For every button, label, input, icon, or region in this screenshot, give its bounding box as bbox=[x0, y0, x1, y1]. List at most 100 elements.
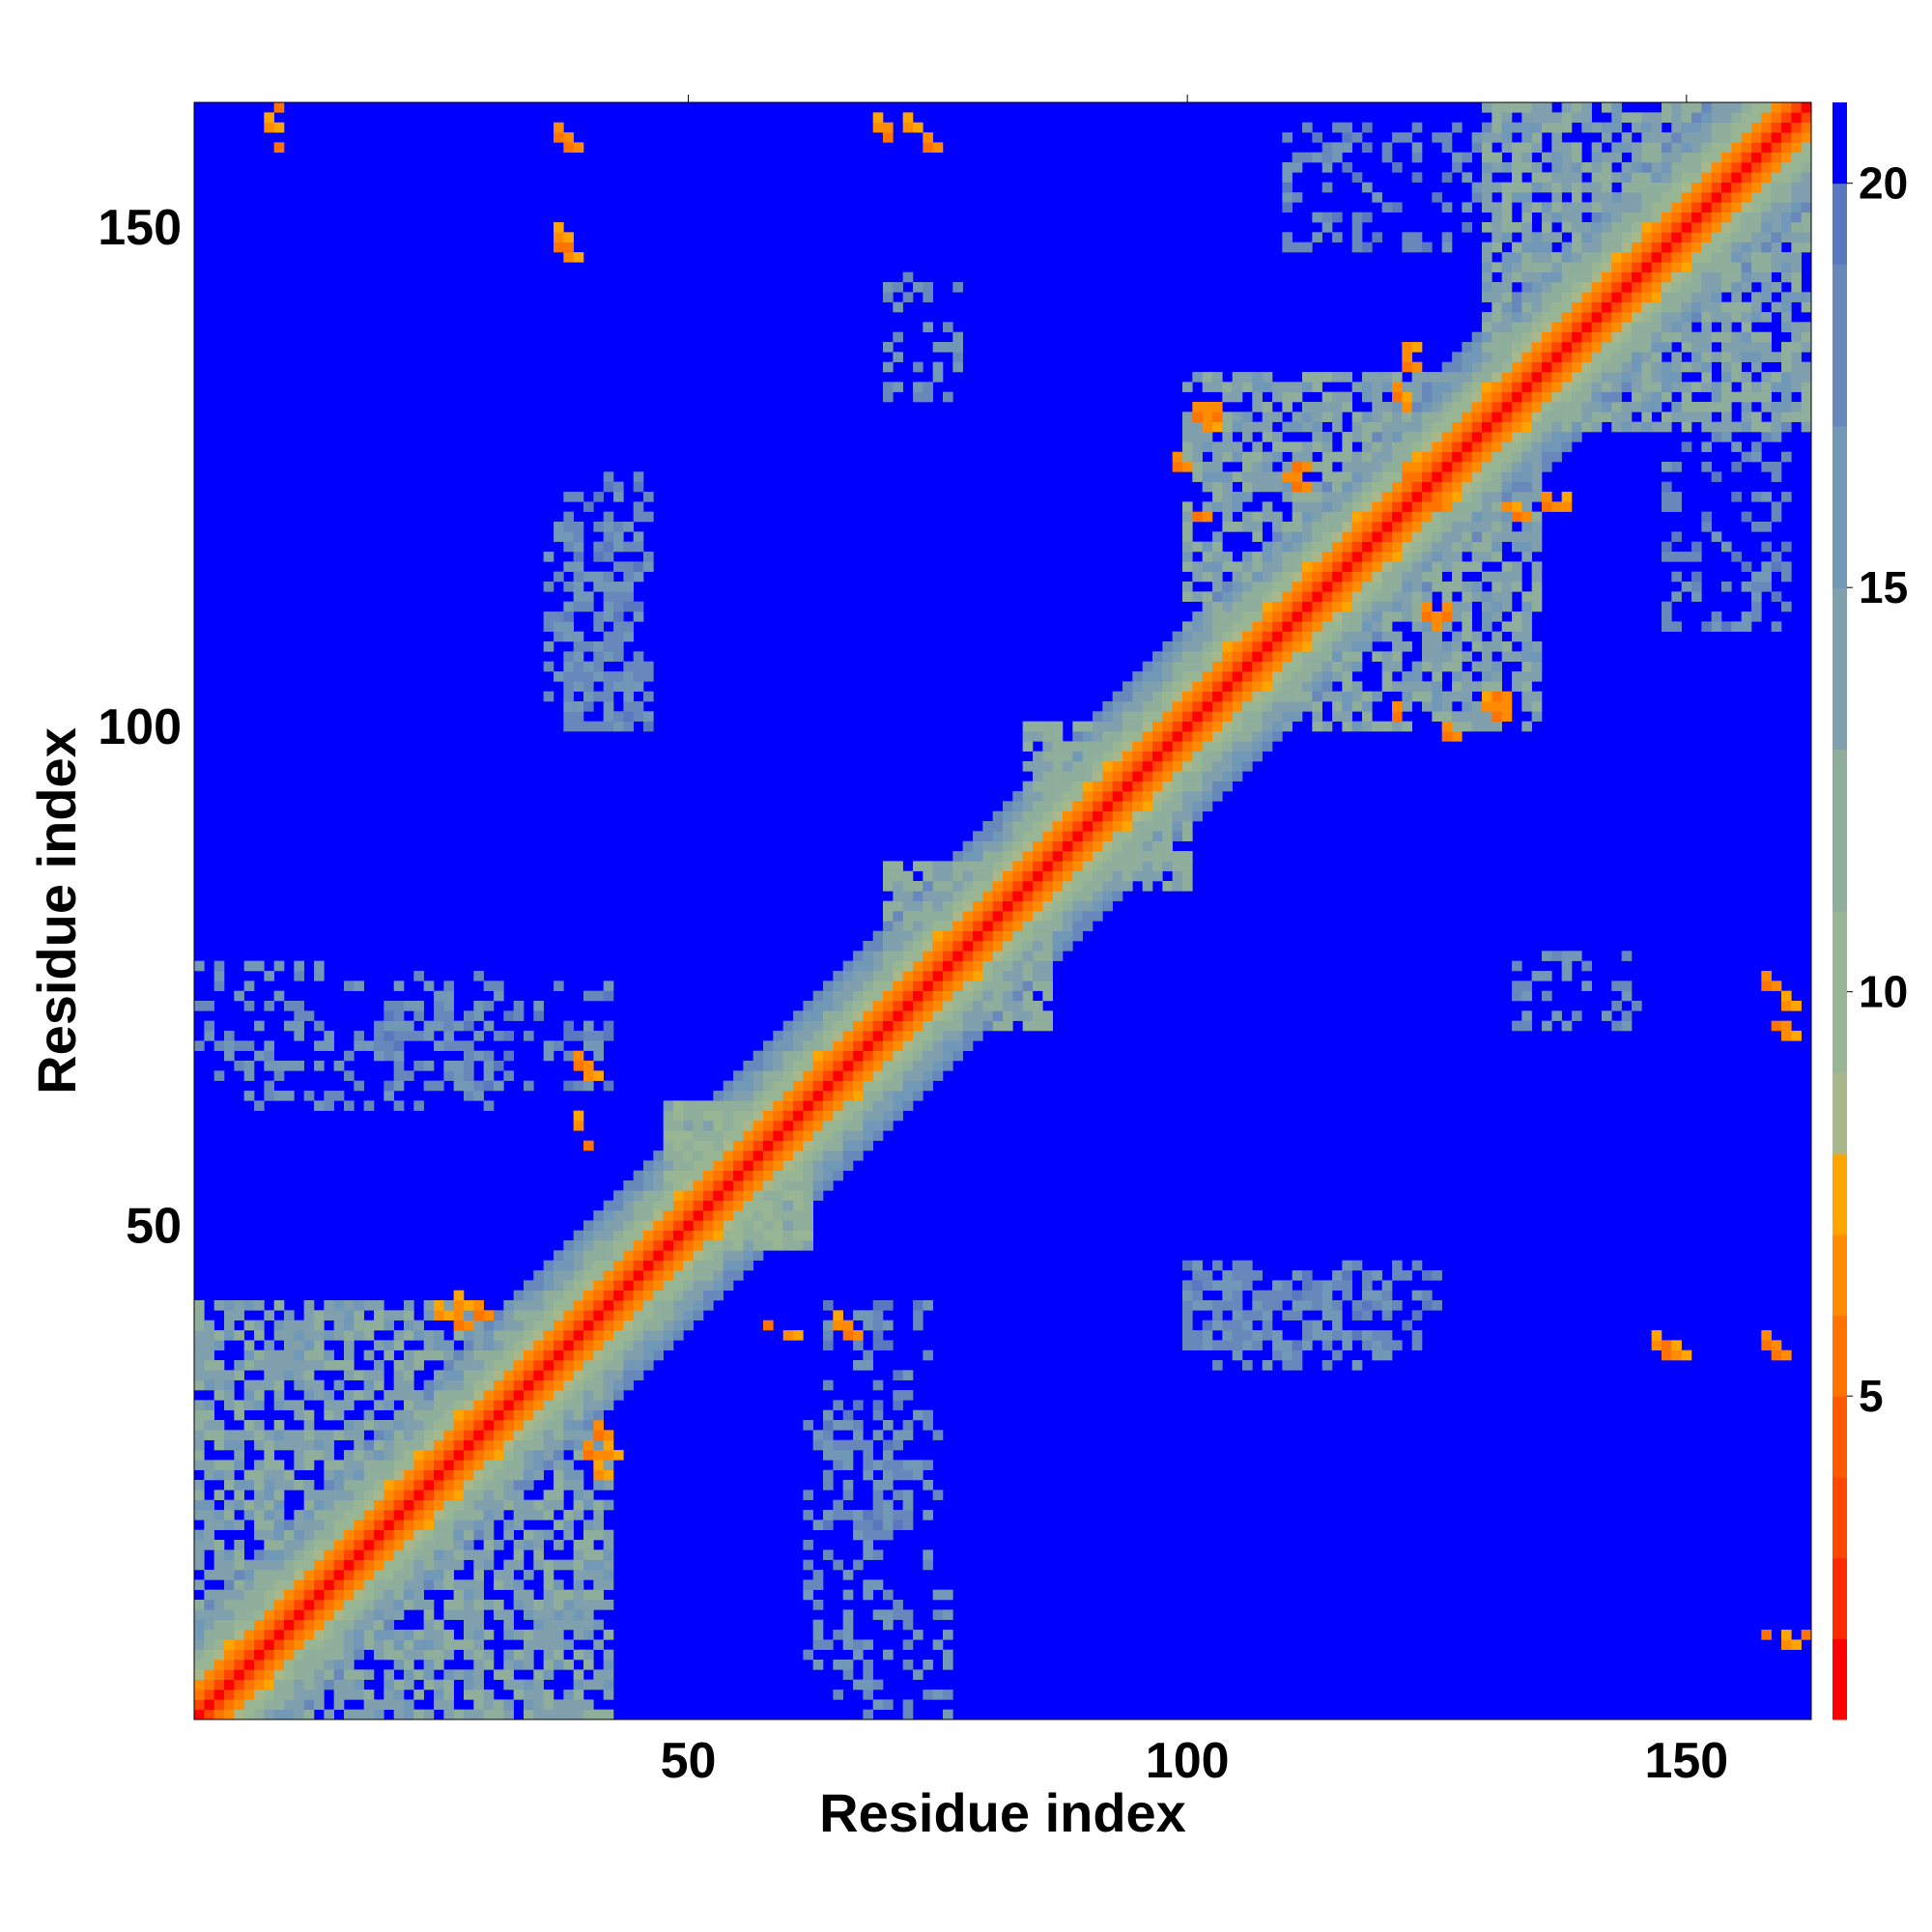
heatmap-cell bbox=[932, 861, 944, 871]
heatmap-cell bbox=[743, 1220, 753, 1231]
heatmap-cell bbox=[434, 1080, 444, 1092]
heatmap-cell bbox=[1182, 681, 1193, 692]
heatmap-cell bbox=[284, 1709, 295, 1720]
heatmap-cell bbox=[333, 1400, 345, 1410]
heatmap-cell bbox=[932, 990, 944, 1002]
heatmap-cell bbox=[1042, 971, 1053, 981]
heatmap-cell bbox=[303, 1609, 315, 1620]
heatmap-cell bbox=[1351, 611, 1363, 622]
heatmap-cell bbox=[1482, 292, 1492, 302]
heatmap-cell bbox=[883, 1040, 894, 1051]
heatmap-cell bbox=[872, 960, 884, 972]
heatmap-cell bbox=[503, 1499, 514, 1511]
heatmap-cell bbox=[264, 1540, 274, 1550]
heatmap-cell bbox=[513, 1579, 525, 1590]
heatmap-cell bbox=[613, 631, 624, 642]
heatmap-cell bbox=[363, 1540, 375, 1550]
heatmap-cell bbox=[513, 1649, 525, 1661]
heatmap-cell bbox=[1262, 671, 1273, 682]
heatmap-cell bbox=[992, 1010, 1004, 1021]
heatmap-cell bbox=[853, 1439, 864, 1451]
heatmap-cell bbox=[284, 1540, 295, 1550]
heatmap-cell bbox=[204, 1420, 214, 1431]
heatmap-cell bbox=[344, 1709, 355, 1720]
heatmap-cell bbox=[264, 1549, 274, 1560]
heatmap-cell bbox=[1482, 282, 1492, 293]
heatmap-cell bbox=[623, 1300, 634, 1311]
heatmap-cell bbox=[563, 691, 574, 702]
heatmap-cell bbox=[1402, 382, 1412, 392]
heatmap-cell bbox=[374, 1310, 384, 1321]
heatmap-cell bbox=[1122, 731, 1133, 742]
heatmap-cell bbox=[554, 132, 564, 143]
heatmap-cell bbox=[1351, 222, 1363, 233]
heatmap-cell bbox=[1482, 361, 1492, 373]
heatmap-cell bbox=[573, 681, 584, 692]
heatmap-cell bbox=[623, 591, 634, 602]
heatmap-cell bbox=[743, 1151, 753, 1161]
heatmap-cell bbox=[842, 1070, 854, 1081]
heatmap-cell bbox=[194, 1699, 205, 1710]
heatmap-cell bbox=[1521, 501, 1532, 512]
heatmap-cell bbox=[1521, 162, 1532, 173]
heatmap-cell bbox=[294, 1450, 304, 1461]
heatmap-cell bbox=[1232, 471, 1243, 482]
heatmap-cell bbox=[1022, 1001, 1034, 1011]
heatmap-cell bbox=[943, 1061, 953, 1071]
heatmap-cell bbox=[1501, 432, 1513, 442]
heatmap-cell bbox=[324, 1600, 334, 1610]
heatmap-cell bbox=[1482, 322, 1492, 332]
heatmap-cell bbox=[543, 1579, 554, 1590]
heatmap-cell bbox=[314, 1360, 325, 1371]
heatmap-cell bbox=[1312, 711, 1322, 722]
heatmap-cell bbox=[923, 1020, 933, 1032]
heatmap-cell bbox=[1381, 441, 1393, 452]
heatmap-cell bbox=[1362, 1270, 1373, 1281]
heatmap-cell bbox=[1202, 441, 1213, 452]
heatmap-cell bbox=[1452, 531, 1463, 542]
heatmap-cell bbox=[693, 1270, 704, 1281]
heatmap-cell bbox=[554, 1360, 564, 1371]
heatmap-cell bbox=[823, 1510, 834, 1520]
heatmap-cell bbox=[563, 142, 574, 153]
heatmap-cell bbox=[264, 1510, 274, 1520]
heatmap-cell bbox=[1482, 671, 1492, 682]
heatmap-cell bbox=[483, 1690, 495, 1700]
heatmap-cell bbox=[1282, 462, 1293, 472]
heatmap-cell bbox=[872, 1549, 884, 1560]
heatmap-cell bbox=[733, 1151, 744, 1161]
heatmap-cell bbox=[1351, 1330, 1363, 1341]
heatmap-cell bbox=[1282, 582, 1293, 592]
heatmap-cell bbox=[1142, 771, 1153, 781]
heatmap-cell bbox=[473, 1520, 484, 1530]
heatmap-cell bbox=[264, 1450, 274, 1461]
heatmap-cell bbox=[952, 941, 963, 952]
heatmap-cell bbox=[1052, 891, 1064, 901]
heatmap-cell bbox=[1471, 352, 1483, 362]
heatmap-cell bbox=[314, 1450, 325, 1461]
heatmap-cell bbox=[1501, 232, 1513, 242]
heatmap-cell bbox=[384, 1439, 394, 1451]
heatmap-cell bbox=[563, 671, 574, 682]
heatmap-cell bbox=[1392, 481, 1403, 493]
heatmap-cell bbox=[503, 1679, 514, 1690]
heatmap-cell bbox=[443, 1649, 454, 1661]
heatmap-cell bbox=[543, 1690, 554, 1700]
heatmap-cell bbox=[213, 1390, 225, 1401]
heatmap-cell bbox=[344, 1490, 355, 1500]
heatmap-cell bbox=[554, 1260, 564, 1271]
heatmap-cell bbox=[483, 1370, 495, 1380]
heatmap-cell bbox=[1441, 382, 1453, 392]
heatmap-cell bbox=[893, 911, 903, 922]
heatmap-cell bbox=[243, 1510, 255, 1520]
heatmap-cell bbox=[503, 1460, 514, 1470]
heatmap-cell bbox=[503, 1529, 514, 1541]
heatmap-cell bbox=[1282, 182, 1293, 193]
heatmap-cell bbox=[354, 1669, 364, 1680]
heatmap-cell bbox=[753, 1061, 764, 1071]
heatmap-cell bbox=[194, 1490, 205, 1500]
heatmap-cell bbox=[943, 971, 953, 981]
heatmap-cell bbox=[872, 1490, 884, 1500]
heatmap-cell bbox=[1312, 1290, 1322, 1301]
heatmap-cell bbox=[683, 1250, 694, 1261]
